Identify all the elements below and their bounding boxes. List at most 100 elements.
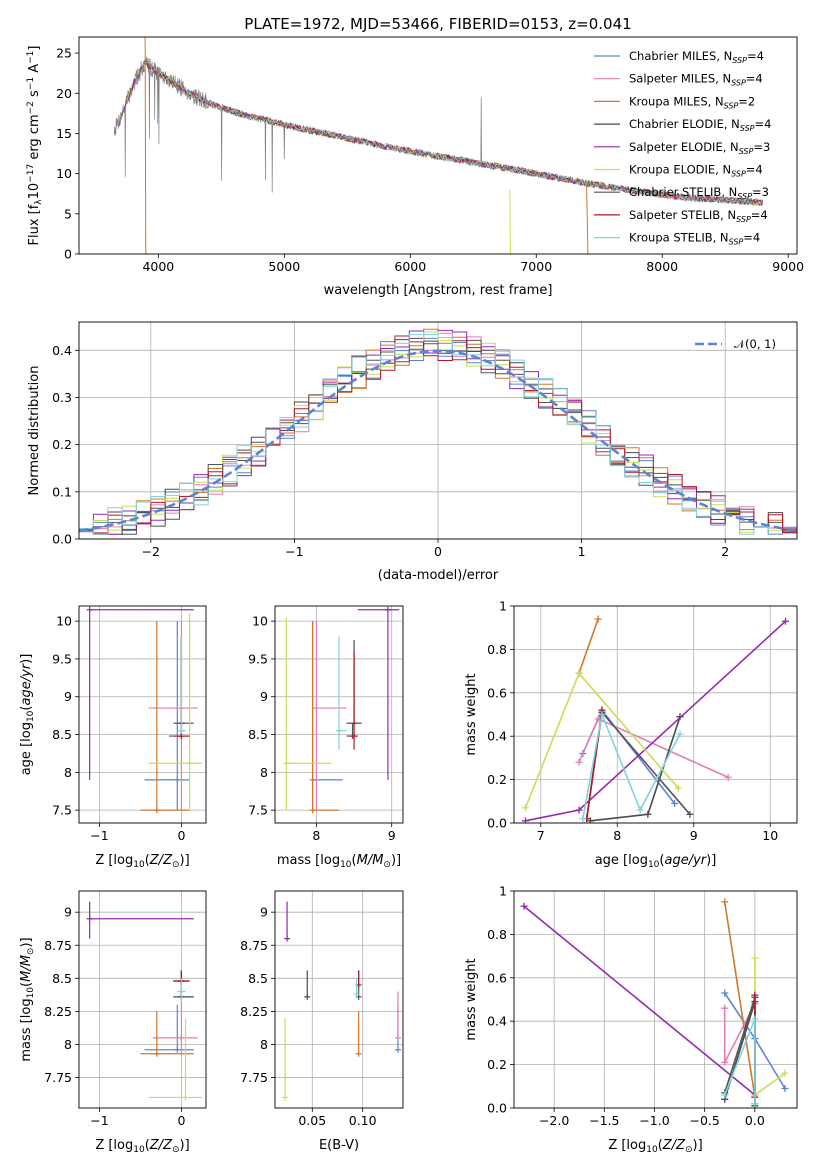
mass-weight-marker xyxy=(575,669,583,677)
model-spectrum-edge xyxy=(586,184,589,254)
y-tick-label: 0.8 xyxy=(487,642,507,657)
x-axis-label-part: 10 xyxy=(133,1145,145,1155)
legend-entry: Kroupa ELODIE, NSSP=4 xyxy=(629,163,763,179)
y-tick-label: 9.5 xyxy=(248,651,268,666)
mass-weight-series xyxy=(723,901,756,1098)
x-tick-label: −0.5 xyxy=(689,1113,719,1128)
data-point-marker xyxy=(153,807,160,814)
data-point-marker xyxy=(384,606,391,613)
data-point-marker xyxy=(284,935,291,942)
legend-label: Chabrier STELIB, N xyxy=(629,185,737,199)
y-axis-label-part: ] xyxy=(27,46,42,51)
plot-area-age-vs-mass xyxy=(283,606,400,814)
x-axis-label-part: ( xyxy=(658,1138,663,1153)
legend-suffix: =4 xyxy=(743,231,760,245)
x-axis-label-part: )] xyxy=(391,853,401,868)
data-point-marker xyxy=(86,606,93,613)
axes-frame xyxy=(274,890,404,1109)
axes-massweight-vs-Z: −2.0 −1.5 −1.0 −0.5 0.0 0.0 0.2 0.4 0.6 0.8 1 Z [lo… xyxy=(464,884,798,1155)
x-axis-label-part: ( xyxy=(352,853,357,868)
legend-label: Chabrier MILES, N xyxy=(629,49,732,63)
legend-suffix: =4 xyxy=(747,49,764,63)
x-axis-label-part: )] xyxy=(706,853,716,868)
y-tick-label: 7.75 xyxy=(44,1070,72,1085)
data-point-marker xyxy=(153,1050,160,1057)
y-axis-label-part: 10 xyxy=(26,710,36,722)
x-axis-label-part: Z [log xyxy=(95,853,133,868)
data-point-marker xyxy=(178,727,185,734)
y-tick-label: 0.4 xyxy=(487,729,507,744)
x-axis-label-part: ⊙ xyxy=(685,1145,693,1155)
legend-suffix: =4 xyxy=(746,72,763,86)
plot-area-age-vs-Z xyxy=(86,606,202,814)
y-axis-label-part: ( xyxy=(19,982,34,987)
y-tick-label: 10 xyxy=(252,614,268,629)
x-tick-label: −2 xyxy=(142,544,160,559)
mass-weight-marker xyxy=(594,615,602,623)
axes-frame xyxy=(78,321,798,540)
legend-entry: Kroupa MILES, NSSP=2 xyxy=(629,94,755,110)
x-axis-label-part: (data-model)/error xyxy=(378,568,499,583)
y-tick-label: 10 xyxy=(56,614,72,629)
y-axis-label-part: A xyxy=(27,64,42,77)
y-axis-label-part: 10 xyxy=(26,987,36,999)
x-axis-label: age [log10(age/yr)] xyxy=(595,853,717,870)
mass-weight-marker xyxy=(724,773,732,781)
mass-weight-marker xyxy=(781,1069,789,1077)
y-axis-label-part: mass [log xyxy=(19,998,34,1061)
legend-subscript: SSP xyxy=(731,170,746,179)
x-tick-label: 9000 xyxy=(772,259,804,274)
mass-weight-marker xyxy=(636,806,644,814)
mass-weight-marker xyxy=(721,898,729,906)
y-tick-label: 9 xyxy=(260,905,268,920)
y-tick-label: 1 xyxy=(499,599,507,614)
y-tick-label: 8.75 xyxy=(44,938,72,953)
y-tick-label: 0.4 xyxy=(52,343,72,358)
residual-histogram xyxy=(79,335,797,534)
model-spectrum-edge xyxy=(144,37,147,254)
x-axis-label: Z [log10(Z/Z⊙)] xyxy=(608,1138,702,1155)
y-tick-label: 10 xyxy=(56,166,72,181)
legend-subscript: SSP xyxy=(737,192,752,201)
y-axis-label: Normed distribution xyxy=(27,366,42,496)
y-axis-label-part: −17 xyxy=(26,164,36,183)
axes-frame xyxy=(78,36,798,255)
x-tick-label: 7 xyxy=(537,828,545,843)
x-tick-label: −1 xyxy=(285,544,303,559)
legend-label: Salpeter MILES, N xyxy=(629,72,731,86)
legend-entry: 𝒩(0, 1) xyxy=(734,337,776,351)
x-tick-label: −1.0 xyxy=(639,1113,669,1128)
mass-weight-marker xyxy=(721,1058,729,1066)
y-tick-label: 7.5 xyxy=(52,803,72,818)
data-point-marker xyxy=(313,705,320,712)
x-tick-label: 0 xyxy=(177,828,185,843)
axes-mass-vs-ebv: 0.05 0.10 7.75 8 8.25 8.5 8.75 9 xyxy=(240,890,404,1128)
y-axis-label-part: s xyxy=(27,90,42,101)
y-tick-label: 0.8 xyxy=(487,927,507,942)
y-axis-label-part: age/yr xyxy=(19,662,34,705)
x-axis-label-part: E(B-V) xyxy=(319,1138,359,1153)
y-axis-label-part: ⊙ xyxy=(26,948,36,956)
mass-weight-marker xyxy=(586,817,594,823)
plot-area-massweight-vs-age xyxy=(521,615,790,823)
legend-subscript: SSP xyxy=(740,124,755,133)
x-axis-label-part: )] xyxy=(180,1138,190,1153)
legend-entry: Salpeter ELODIE, NSSP=3 xyxy=(629,140,770,156)
y-axis-label-part: M/M xyxy=(19,955,34,982)
x-tick-label: −2.0 xyxy=(539,1113,569,1128)
normal-distribution-curve xyxy=(79,349,797,532)
legend-suffix: =3 xyxy=(753,140,770,154)
legend-suffix: =4 xyxy=(755,117,772,131)
mass-weight-marker xyxy=(520,902,528,910)
x-axis-label-part: )] xyxy=(180,853,190,868)
x-axis-label-part: ( xyxy=(145,853,150,868)
x-axis-label: Z [log10(Z/Z⊙)] xyxy=(95,1138,189,1155)
x-tick-label: −1.5 xyxy=(589,1113,619,1128)
x-tick-label: 9 xyxy=(690,828,698,843)
x-tick-label: 8000 xyxy=(646,259,678,274)
plot-area-mass-vs-ebv xyxy=(282,901,401,1101)
mass-weight-series xyxy=(523,905,756,1096)
data-point-marker xyxy=(174,1046,181,1053)
x-axis-label-part: 10 xyxy=(646,1145,658,1155)
x-tick-label: 0.0 xyxy=(745,1113,765,1128)
